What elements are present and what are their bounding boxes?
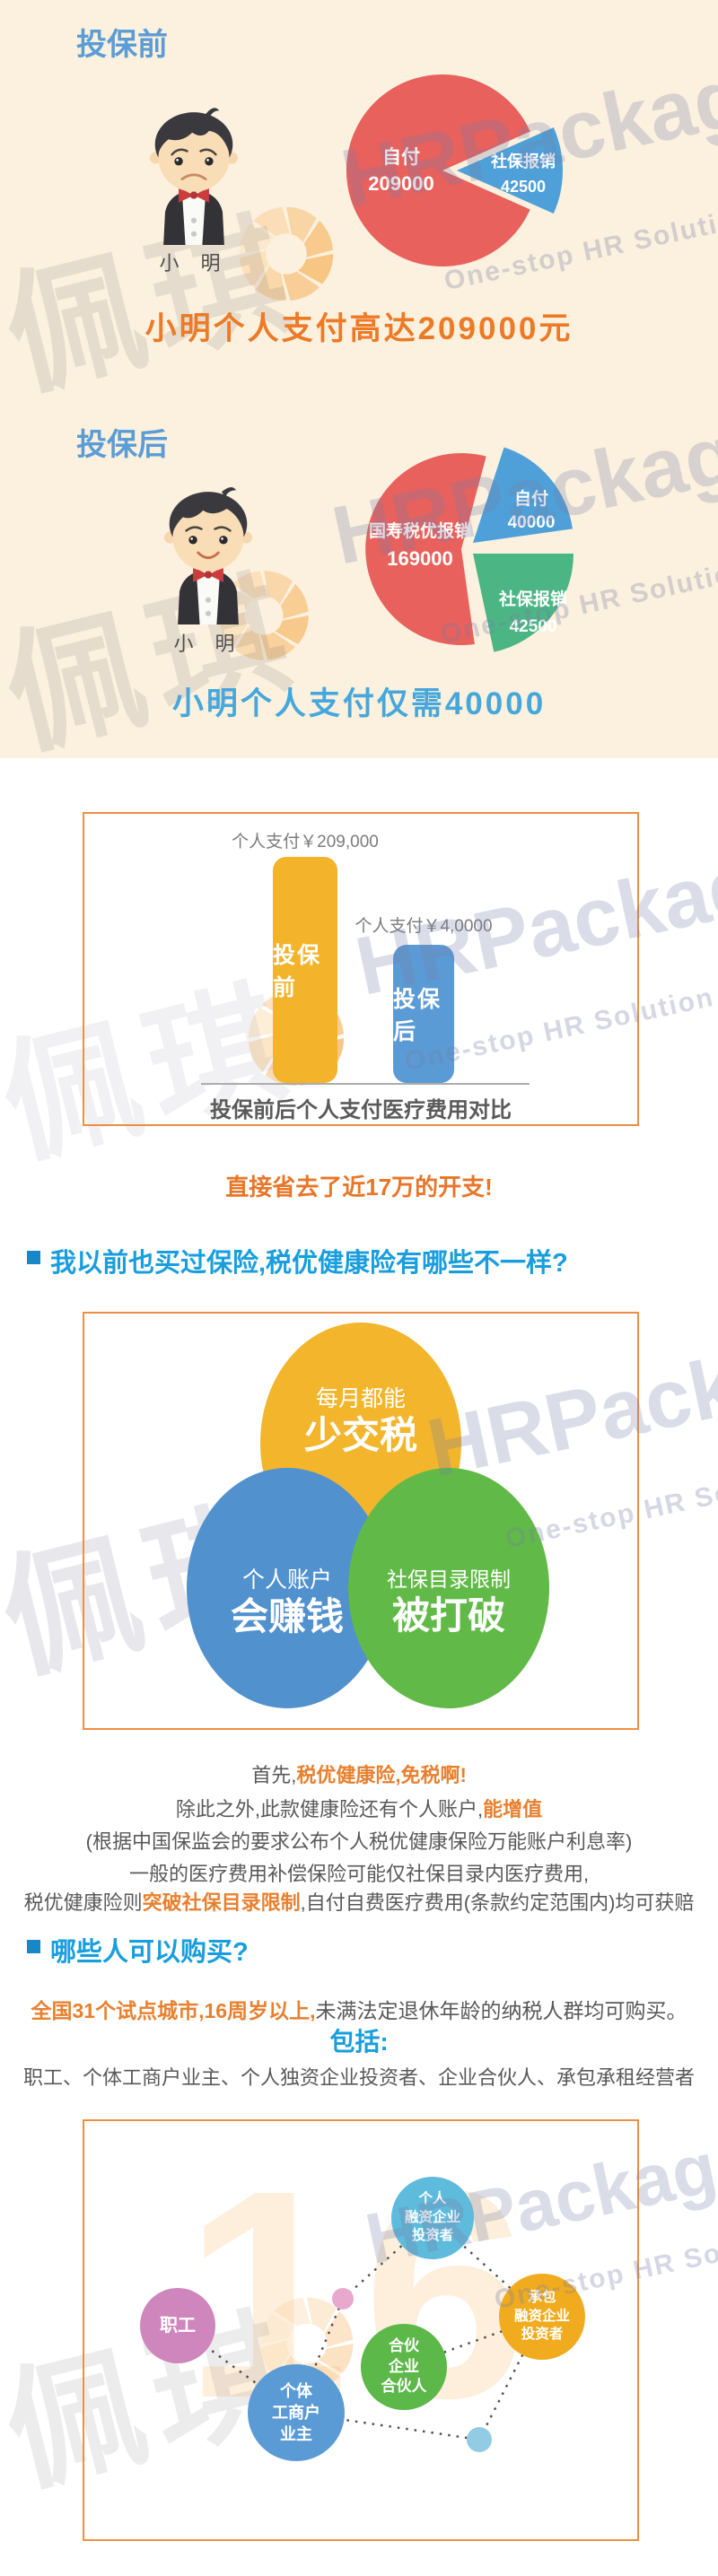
bar-name-label: 投保后 xyxy=(393,987,442,1044)
network-node-employee: 职工 xyxy=(140,2288,215,2363)
venn-circle-catalog: 社保目录限制 被打破 xyxy=(348,1468,549,1708)
venn-text-top: 社保目录限制 xyxy=(387,1567,511,1591)
include-label: 包括: xyxy=(329,2028,389,2056)
paragraph-text: 税优健康险则 xyxy=(23,1891,143,1914)
bar-name-label: 投保前 xyxy=(273,943,322,1000)
bar-after: 投保后 xyxy=(393,945,454,1083)
section-title-difference: 我以前也买过保险,税优健康险有哪些不一样? xyxy=(50,1249,568,1278)
pie-chart-after: 国寿税优报销 169000 自付 40000 社保报销 42500 xyxy=(365,447,574,652)
buyers-intro-text: 未满法定退休年龄的纳税人群均可购买。 xyxy=(315,1999,687,2022)
venn-text-top: 个人账户 xyxy=(241,1567,332,1593)
paragraph-text: (根据中国保监会的要求公布个人税优健康保险万能账户利息率) xyxy=(85,1830,633,1853)
person-xiaoming-sad-illustration xyxy=(150,108,238,245)
section-title-after: 投保后 xyxy=(76,428,168,462)
section-title-buyers: 哪些人可以购买? xyxy=(50,1938,249,1967)
pie-value: 209000 xyxy=(368,172,433,195)
network-node-contractor: 承包 融资企业 投资者 xyxy=(499,2274,585,2360)
pie-label: 国寿税优报销 xyxy=(369,520,471,541)
bar-axis-line xyxy=(201,1083,530,1085)
pie-slice-social-insurance xyxy=(473,554,574,652)
venn-text-top: 每月都能 xyxy=(315,1385,406,1411)
paragraph-text: 一般的医疗费用补偿保险可能仅社保目录内医疗费用, xyxy=(128,1863,590,1885)
network-dot-pink xyxy=(332,2288,354,2310)
paragraph-text: ,自付自费医疗费用(条款约定范围内)均可获赔 xyxy=(300,1891,695,1914)
pie-label: 社保报销 xyxy=(498,589,567,609)
bar-value-label-after: 个人支付￥4,0000 xyxy=(355,917,493,936)
pie-value: 42500 xyxy=(501,178,546,196)
paragraph-line: 税优健康险则突破社保目录限制,自付自费医疗费用(条款约定范围内)均可获赔 xyxy=(0,1887,718,1916)
paragraph-line: 首先,税优健康险,免税啊! xyxy=(0,1760,718,1788)
headline-after: 小明个人支付仅需40000 xyxy=(171,686,547,721)
pie-chart-before: 自付 209000 社保报销 42500 xyxy=(346,74,564,267)
paragraph-highlight: 税优健康险,免税啊! xyxy=(296,1764,467,1786)
bar-chart-caption: 投保前后个人支付医疗费用对比 xyxy=(210,1098,512,1122)
network-node-partnership: 合伙 企业 合伙人 xyxy=(361,2324,447,2410)
pie-slice-taxpref-reimburse xyxy=(365,453,486,646)
paragraph-highlight: 突破社保目录限制 xyxy=(142,1891,301,1914)
network-node-self-employed: 个体 工商户 业主 xyxy=(248,2364,345,2461)
pie-slice-self-pay xyxy=(346,74,530,267)
buyers-intro-highlight: 全国31个试点城市,16周岁以上, xyxy=(31,1999,316,2022)
pie-slice-self-pay xyxy=(473,447,573,543)
bar-before: 投保前 xyxy=(273,857,337,1083)
paragraph-highlight: 能增值 xyxy=(483,1798,543,1821)
include-list: 职工、个体工商户业主、个人独资企业投资者、企业合伙人、承包承租经营者 xyxy=(22,2066,695,2089)
venn-text-main: 会赚钱 xyxy=(230,1594,344,1637)
pie-value: 40000 xyxy=(508,513,556,532)
person-name-label: 小 明 xyxy=(159,252,229,275)
venn-text-main: 被打破 xyxy=(391,1594,505,1637)
paragraph-line: (根据中国保监会的要求公布个人税优健康保险万能账户利息率) xyxy=(0,1826,718,1855)
section-title-before: 投保前 xyxy=(76,28,168,62)
pie-value: 169000 xyxy=(387,547,452,570)
venn-panel: 每月都能 少交税 个人账户 会赚钱 社保目录限制 被打破 xyxy=(83,1312,639,1730)
pie-label: 自付 xyxy=(514,488,548,509)
network-dot-blue xyxy=(467,2427,492,2452)
paragraph-text: 除此之外,此款健康险还有个人账户, xyxy=(175,1798,484,1821)
person-xiaoming-happy-illustration xyxy=(164,486,252,624)
paragraph-line: 除此之外,此款健康险还有个人账户,能增值 xyxy=(0,1794,718,1822)
pie-label: 自付 xyxy=(382,146,420,168)
paragraph-text: 首先, xyxy=(251,1764,297,1786)
buyers-intro-line: 全国31个试点城市,16周岁以上,未满法定退休年龄的纳税人群均可购买。 xyxy=(0,1994,718,2024)
bar-value-label-before: 个人支付￥209,000 xyxy=(232,833,379,851)
pie-value: 42500 xyxy=(510,617,557,636)
venn-text-main: 少交税 xyxy=(303,1413,417,1456)
savings-note: 直接省去了近17万的开支! xyxy=(225,1174,493,1201)
bullet-icon xyxy=(27,1940,40,1953)
paragraph-line: 一般的医疗费用补偿保险可能仅社保目录内医疗费用, xyxy=(0,1858,718,1887)
network-node-sole-investor: 个人 融资企业 投资者 xyxy=(391,2177,474,2259)
buyers-network-panel: 职工 个体 工商户 业主 合伙 企业 合伙人 个人 融资企业 投资者 承包 融资… xyxy=(83,2119,639,2541)
bullet-icon xyxy=(27,1251,40,1264)
person-name-label: 小 明 xyxy=(173,633,243,655)
headline-before: 小明个人支付高达209000元 xyxy=(144,311,574,346)
comparison-panel: 个人支付￥209,000 投保前 个人支付￥4,0000 投保后 投保前后个人支… xyxy=(83,812,639,1126)
pie-label: 社保报销 xyxy=(491,152,556,170)
pie-slice-social-insurance xyxy=(457,127,564,214)
